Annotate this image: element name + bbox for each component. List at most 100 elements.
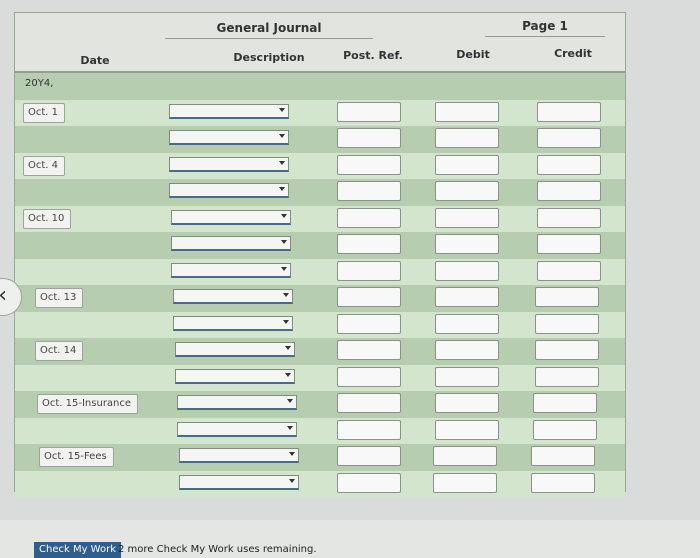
credit-input[interactable] [537, 207, 601, 228]
debit-input[interactable] [433, 472, 497, 493]
table-row [15, 311, 625, 338]
table-row [15, 417, 625, 444]
post-ref-input[interactable] [337, 446, 401, 466]
table-row: Oct. 4 [15, 152, 625, 179]
date-label: Oct. 15-Fees [39, 447, 114, 467]
post-ref-input[interactable] [337, 128, 401, 148]
column-debit: Debit [456, 48, 490, 61]
table-row [15, 232, 625, 259]
chevron-down-icon [289, 478, 295, 483]
journal-title: General Journal [165, 21, 373, 39]
post-ref-input[interactable] [337, 234, 401, 254]
credit-input[interactable] [537, 260, 601, 281]
description-dropdown[interactable] [171, 262, 291, 278]
description-dropdown[interactable] [179, 448, 299, 463]
date-label: Oct. 10 [23, 208, 72, 229]
credit-input[interactable] [537, 181, 601, 201]
chevron-down-icon [285, 346, 291, 350]
table-row [15, 364, 625, 391]
debit-input[interactable] [435, 287, 499, 307]
description-dropdown[interactable] [175, 342, 295, 357]
description-dropdown[interactable] [169, 103, 289, 119]
chevron-down-icon [287, 425, 293, 430]
chevron-down-icon [289, 452, 295, 456]
debit-input[interactable] [435, 207, 499, 228]
credit-input[interactable] [535, 287, 599, 307]
chevron-down-icon [279, 187, 285, 191]
description-dropdown[interactable] [173, 289, 293, 304]
date-label: Oct. 13 [35, 288, 84, 308]
post-ref-input[interactable] [337, 101, 401, 122]
post-ref-input[interactable] [337, 287, 401, 307]
chevron-down-icon [287, 399, 293, 403]
post-ref-input[interactable] [337, 340, 401, 360]
table-row [15, 258, 625, 285]
description-dropdown[interactable] [169, 130, 289, 145]
credit-input[interactable] [537, 101, 601, 122]
debit-input[interactable] [435, 313, 499, 334]
post-ref-input[interactable] [337, 181, 401, 201]
column-description: Description [233, 51, 305, 64]
remaining-uses-text: 2 more Check My Work uses remaining. [118, 544, 317, 555]
debit-input[interactable] [435, 366, 499, 387]
description-dropdown[interactable] [177, 421, 297, 437]
debit-input[interactable] [435, 154, 499, 175]
debit-input[interactable] [435, 260, 499, 281]
credit-input[interactable] [533, 393, 597, 413]
table-row: Oct. 14 [15, 338, 625, 365]
debit-input[interactable] [435, 101, 499, 122]
debit-input[interactable] [435, 128, 499, 148]
description-dropdown[interactable] [177, 395, 297, 410]
post-ref-input[interactable] [337, 260, 401, 281]
post-ref-input[interactable] [337, 313, 401, 334]
table-row: Oct. 1 [15, 99, 625, 126]
chevron-down-icon [279, 160, 285, 165]
credit-input[interactable] [537, 234, 601, 254]
check-my-work-button[interactable]: Check My Work [34, 542, 121, 558]
chevron-down-icon [281, 266, 287, 271]
credit-input[interactable] [533, 419, 597, 440]
post-ref-input[interactable] [337, 419, 401, 440]
description-dropdown[interactable] [169, 183, 289, 198]
date-label: Oct. 14 [35, 341, 84, 361]
credit-input[interactable] [535, 366, 599, 387]
debit-input[interactable] [433, 446, 497, 466]
credit-input[interactable] [535, 313, 599, 334]
table-row: Oct. 15-Insurance [15, 391, 625, 418]
journal-header: General Journal Page 1 Date Description … [15, 13, 625, 73]
table-row: Oct. 13 [15, 285, 625, 312]
post-ref-input[interactable] [337, 207, 401, 228]
table-row: Oct. 10 [15, 205, 625, 232]
debit-input[interactable] [435, 419, 499, 440]
table-row: 20Y4, [15, 73, 625, 100]
description-dropdown[interactable] [171, 209, 291, 225]
description-dropdown[interactable] [171, 236, 291, 251]
table-row [15, 126, 625, 153]
credit-input[interactable] [537, 128, 601, 148]
description-dropdown[interactable] [173, 315, 293, 331]
credit-input[interactable] [531, 472, 595, 493]
description-dropdown[interactable] [179, 474, 299, 490]
date-label: Oct. 4 [23, 155, 66, 176]
column-date: Date [80, 54, 110, 67]
chevron-down-icon [279, 107, 285, 112]
post-ref-input[interactable] [337, 472, 401, 493]
description-dropdown[interactable] [169, 156, 289, 172]
chevron-down-icon [281, 240, 287, 244]
table-row [15, 179, 625, 206]
debit-input[interactable] [435, 393, 499, 413]
date-label: Oct. 1 [23, 102, 66, 123]
credit-input[interactable] [531, 446, 595, 466]
credit-input[interactable] [537, 154, 601, 175]
description-dropdown[interactable] [175, 368, 295, 384]
post-ref-input[interactable] [337, 366, 401, 387]
year-label: 20Y4, [25, 78, 54, 89]
post-ref-input[interactable] [337, 393, 401, 413]
post-ref-input[interactable] [337, 154, 401, 175]
debit-input[interactable] [435, 181, 499, 201]
credit-input[interactable] [535, 340, 599, 360]
debit-input[interactable] [435, 340, 499, 360]
debit-input[interactable] [435, 234, 499, 254]
chevron-down-icon [281, 213, 287, 218]
table-row [15, 470, 625, 497]
